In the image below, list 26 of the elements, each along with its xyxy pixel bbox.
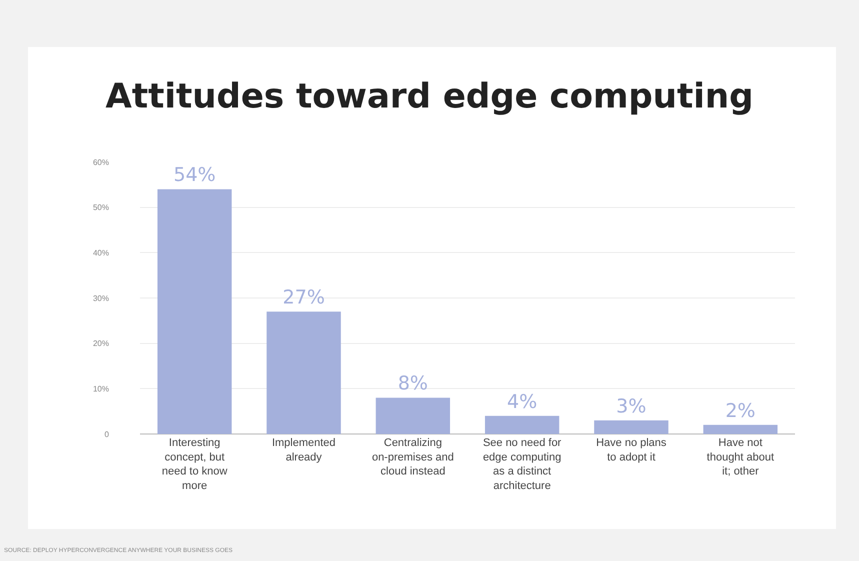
bar <box>703 424 778 434</box>
x-tick-label: Have not thought about it; other <box>706 437 774 478</box>
data-label: 27% <box>282 286 325 309</box>
bar <box>157 189 232 434</box>
bar <box>594 420 668 434</box>
chart-title: Attitudes toward edge computing <box>106 76 754 116</box>
data-label: 54% <box>173 164 216 186</box>
x-tick-label: Have no plans to adopt it <box>596 437 667 464</box>
data-label: 8% <box>398 372 428 395</box>
bar <box>376 398 450 434</box>
y-tick-label: 30% <box>92 294 109 303</box>
x-tick-label: See no need for edge computing as a distinct architecture <box>482 437 562 492</box>
y-tick-label: 20% <box>92 339 109 348</box>
y-tick-label: 60% <box>92 158 109 167</box>
y-tick-label: 40% <box>92 248 109 258</box>
y-tick-label: 10% <box>92 384 109 394</box>
data-label: 3% <box>616 395 646 418</box>
data-label: 4% <box>507 390 538 413</box>
x-tick-label: Implemented already <box>272 437 336 464</box>
bar <box>484 416 560 434</box>
y-tick-label: 0 <box>104 430 110 439</box>
x-tick-label: Centralizing on-premises and cloud instead <box>372 437 454 478</box>
data-label: 2% <box>725 400 756 422</box>
y-tick-label: 50% <box>92 203 109 212</box>
x-tick-label: Interesting concept, but need to know more <box>162 437 228 492</box>
bar <box>266 312 341 434</box>
